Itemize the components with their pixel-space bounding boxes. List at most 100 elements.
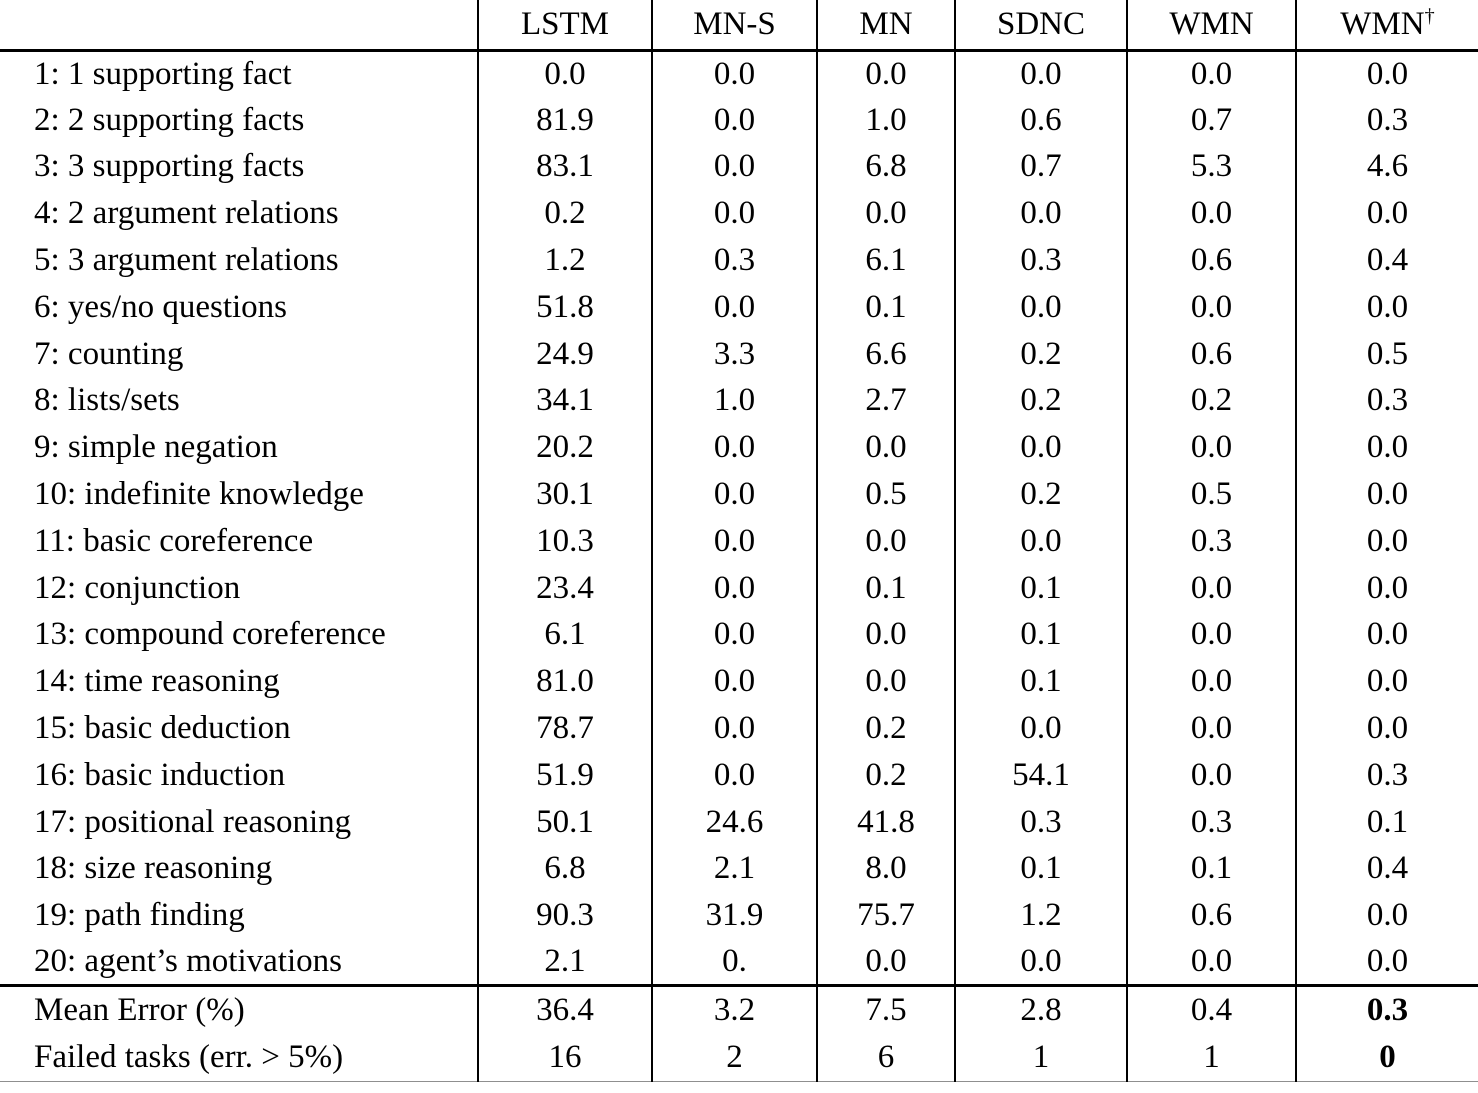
value-cell: 0.0 <box>651 658 817 706</box>
value-cell: 0.0 <box>477 50 652 97</box>
task-row: 2: 2 supporting facts 81.9 0.0 1.0 0.6 0… <box>0 96 1478 144</box>
value-cell: 0.0 <box>1126 939 1296 986</box>
value-cell: 78.7 <box>477 705 652 752</box>
value-cell: 0.2 <box>816 751 955 799</box>
value-cell: 0.0 <box>954 939 1127 986</box>
value-cell: 1 <box>954 1033 1127 1083</box>
summary-label: Mean Error (%) <box>0 984 478 1034</box>
task-label: 14: time reasoning <box>34 663 280 700</box>
value-cell: 8.0 <box>816 845 955 893</box>
value-cell: 0.0 <box>1295 471 1478 518</box>
task-label: 18: size reasoning <box>34 850 273 887</box>
value-cell: 24.9 <box>477 330 652 378</box>
value-cell: 41.8 <box>816 798 955 846</box>
task-label: 19: path finding <box>34 897 245 934</box>
task-row: 12: conjunction 23.4 0.0 0.1 0.1 0.0 0.0 <box>0 564 1478 612</box>
value-cell: 0.4 <box>1295 845 1478 893</box>
task-row: 3: 3 supporting facts 83.1 0.0 6.8 0.7 5… <box>0 143 1478 191</box>
value-cell: 1.0 <box>651 377 817 425</box>
task-label: 7: counting <box>34 335 184 372</box>
value-cell: 0.0 <box>816 611 955 659</box>
value-cell: 0.0 <box>1126 50 1296 97</box>
value-cell: 0.4 <box>1295 237 1478 284</box>
value-cell: 0.0 <box>651 424 817 472</box>
value-cell: 0.1 <box>1126 845 1296 893</box>
value-cell: 0.0 <box>1295 190 1478 238</box>
value-cell: 3.2 <box>651 984 817 1034</box>
value-cell: 0.0 <box>651 564 817 612</box>
value-cell: 0.0 <box>1295 283 1478 331</box>
value-cell: 6.6 <box>816 330 955 378</box>
value-cell: 0.1 <box>954 658 1127 706</box>
value-cell: 81.9 <box>477 96 652 144</box>
value-cell: 0.3 <box>1295 377 1478 425</box>
task-row: 20: agent’s motivations 2.1 0. 0.0 0.0 0… <box>0 939 1478 986</box>
task-label: 17: positional reasoning <box>34 803 352 840</box>
value-cell: 1.2 <box>477 237 652 284</box>
value-cell: 0.3 <box>1295 96 1478 144</box>
value-cell: 2 <box>651 1033 817 1083</box>
value-cell: 0.7 <box>954 143 1127 191</box>
task-row: 1: 1 supporting fact 0.0 0.0 0.0 0.0 0.0… <box>0 50 1478 97</box>
value-cell: 50.1 <box>477 798 652 846</box>
value-cell: 54.1 <box>954 751 1127 799</box>
task-label: 11: basic coreference <box>34 522 314 559</box>
value-cell: 0.0 <box>651 517 817 565</box>
value-cell: 0.1 <box>954 564 1127 612</box>
value-cell: 6.1 <box>477 611 652 659</box>
value-cell: 6.1 <box>816 237 955 284</box>
value-cell: 0.0 <box>1295 705 1478 752</box>
value-cell: 0.0 <box>954 517 1127 565</box>
value-cell: 0.0 <box>1126 190 1296 238</box>
task-label: 20: agent’s motivations <box>34 943 342 980</box>
col-header-mn-s: MN-S <box>651 0 817 52</box>
value-cell: 0.1 <box>816 283 955 331</box>
value-cell: 0.0 <box>1126 564 1296 612</box>
value-cell: 23.4 <box>477 564 652 612</box>
value-cell: 0.0 <box>651 96 817 144</box>
value-cell: 4.6 <box>1295 143 1478 191</box>
value-cell: 0.0 <box>1126 751 1296 799</box>
task-row: 8: lists/sets 34.1 1.0 2.7 0.2 0.2 0.3 <box>0 377 1478 425</box>
value-cell: 0.2 <box>477 190 652 238</box>
task-row: 14: time reasoning 81.0 0.0 0.0 0.1 0.0 … <box>0 658 1478 706</box>
task-label: 16: basic induction <box>34 756 286 793</box>
summary-label: Failed tasks (err. > 5%) <box>0 1033 478 1083</box>
value-cell: 0.0 <box>816 517 955 565</box>
task-label: 15: basic deduction <box>34 710 291 747</box>
value-cell: 7.5 <box>816 984 955 1034</box>
value-cell: 0.3 <box>954 798 1127 846</box>
task-row: 5: 3 argument relations 1.2 0.3 6.1 0.3 … <box>0 237 1478 284</box>
value-cell: 0.0 <box>651 283 817 331</box>
value-cell: 0.0 <box>1126 611 1296 659</box>
value-cell: 0.0 <box>651 143 817 191</box>
value-cell: 51.8 <box>477 283 652 331</box>
value-cell: 0.0 <box>816 50 955 97</box>
col-header-wmn-dagger: WMN† <box>1295 0 1478 52</box>
value-cell: 81.0 <box>477 658 652 706</box>
value-cell: 34.1 <box>477 377 652 425</box>
value-cell: 5.3 <box>1126 143 1296 191</box>
value-cell: 16 <box>477 1033 652 1083</box>
value-cell: 0.3 <box>1126 798 1296 846</box>
value-cell: 0.0 <box>954 190 1127 238</box>
value-cell: 0.7 <box>1126 96 1296 144</box>
value-cell: 0.0 <box>1295 424 1478 472</box>
value-cell: 0.6 <box>954 96 1127 144</box>
value-cell: 30.1 <box>477 471 652 518</box>
value-cell: 1.2 <box>954 892 1127 940</box>
task-label: 13: compound coreference <box>34 616 386 653</box>
task-label: 6: yes/no questions <box>34 288 287 325</box>
value-cell: 0.0 <box>954 424 1127 472</box>
value-cell: 0.6 <box>1126 330 1296 378</box>
task-row: 18: size reasoning 6.8 2.1 8.0 0.1 0.1 0… <box>0 845 1478 893</box>
task-row: 9: simple negation 20.2 0.0 0.0 0.0 0.0 … <box>0 424 1478 472</box>
task-label: 2: 2 supporting facts <box>34 101 305 138</box>
value-cell: 0.1 <box>816 564 955 612</box>
value-cell: 20.2 <box>477 424 652 472</box>
value-cell: 0.3 <box>1295 984 1478 1034</box>
value-cell: 83.1 <box>477 143 652 191</box>
value-cell: 0.2 <box>954 377 1127 425</box>
